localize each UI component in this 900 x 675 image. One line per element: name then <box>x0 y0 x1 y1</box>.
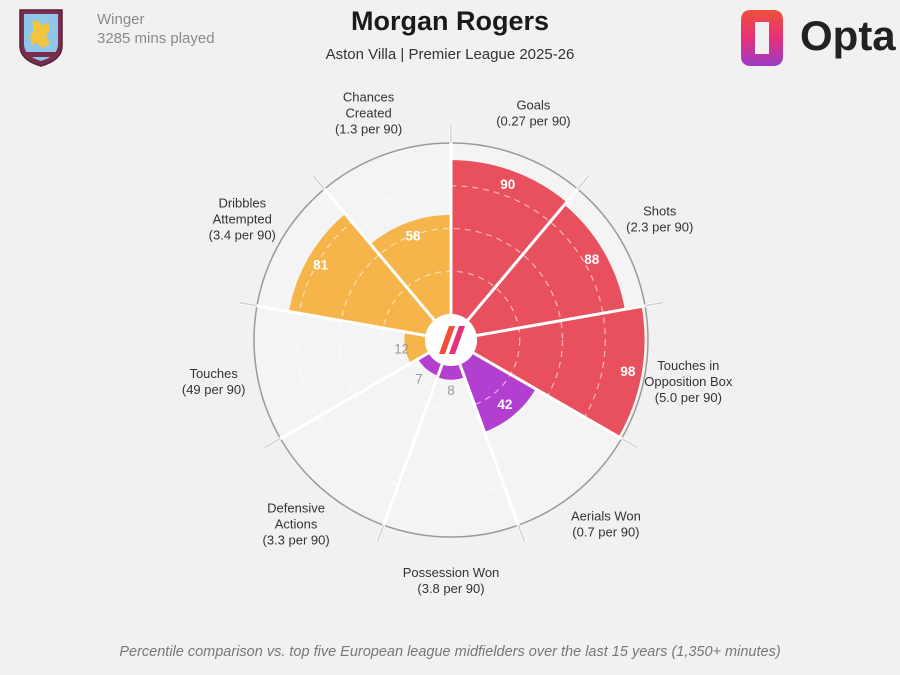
spoke-ext <box>517 524 526 543</box>
category-label: Defensive Actions (3.3 per 90) <box>262 501 329 548</box>
brand-name: Opta <box>800 12 896 59</box>
spoke <box>472 351 638 449</box>
category-label: Goals (0.27 per 90) <box>496 98 570 129</box>
value-label: 90 <box>500 177 515 192</box>
value-label: 7 <box>415 371 423 386</box>
bar-goals <box>451 160 567 321</box>
value-label: 58 <box>405 229 421 244</box>
grid-ring <box>338 227 564 453</box>
category-label: Shots (2.3 per 90) <box>626 204 693 235</box>
center-logo-icon <box>439 326 465 354</box>
category-label: Dribbles Attempted (3.4 per 90) <box>209 196 276 243</box>
value-label: 42 <box>497 397 512 412</box>
bar-possession-won <box>437 364 465 380</box>
spoke <box>466 174 591 322</box>
minutes-played: 3285 mins played <box>97 30 215 47</box>
category-label: Touches in Opposition Box (5.0 per 90) <box>644 358 733 405</box>
opta-logo-icon <box>741 10 783 66</box>
spoke <box>264 351 430 449</box>
spoke-ext <box>621 437 638 449</box>
bar-defensive-actions <box>418 353 443 376</box>
player-position: Winger <box>97 11 145 28</box>
footnote: Percentile comparison vs. top five Europ… <box>119 644 781 660</box>
value-label: 88 <box>584 252 600 267</box>
center-logo-disk <box>425 314 477 366</box>
value-label: 12 <box>394 342 409 357</box>
spoke <box>458 363 526 543</box>
club-crest-icon <box>19 9 63 67</box>
category-label: Chances Created (1.3 per 90) <box>335 90 402 137</box>
spoke <box>311 174 436 322</box>
value-label: 8 <box>447 383 455 398</box>
spoke-ext <box>376 524 385 543</box>
spoke-ext <box>239 301 258 307</box>
chart-title: Morgan Rogers <box>350 6 550 36</box>
spoke <box>476 301 663 337</box>
category-label: Touches (49 per 90) <box>182 366 246 397</box>
bar-chances-created <box>370 214 451 321</box>
spoke <box>376 363 444 543</box>
bar-dribbles-attempted <box>288 213 435 336</box>
spoke-ext <box>644 301 663 307</box>
category-label: Aerials Won (0.7 per 90) <box>571 509 641 540</box>
spoke-ext <box>577 174 590 190</box>
value-label: 81 <box>313 258 329 273</box>
category-label: Possession Won (3.8 per 90) <box>403 565 500 596</box>
spoke-ext <box>312 174 325 190</box>
bar-shots <box>467 204 625 336</box>
spoke-ext <box>264 437 281 449</box>
spoke <box>239 301 426 337</box>
chart-subtitle: Aston Villa | Premier League 2025-26 <box>325 46 575 63</box>
bar-touches-in-opposition-box <box>473 306 645 437</box>
value-label: 98 <box>620 364 636 379</box>
